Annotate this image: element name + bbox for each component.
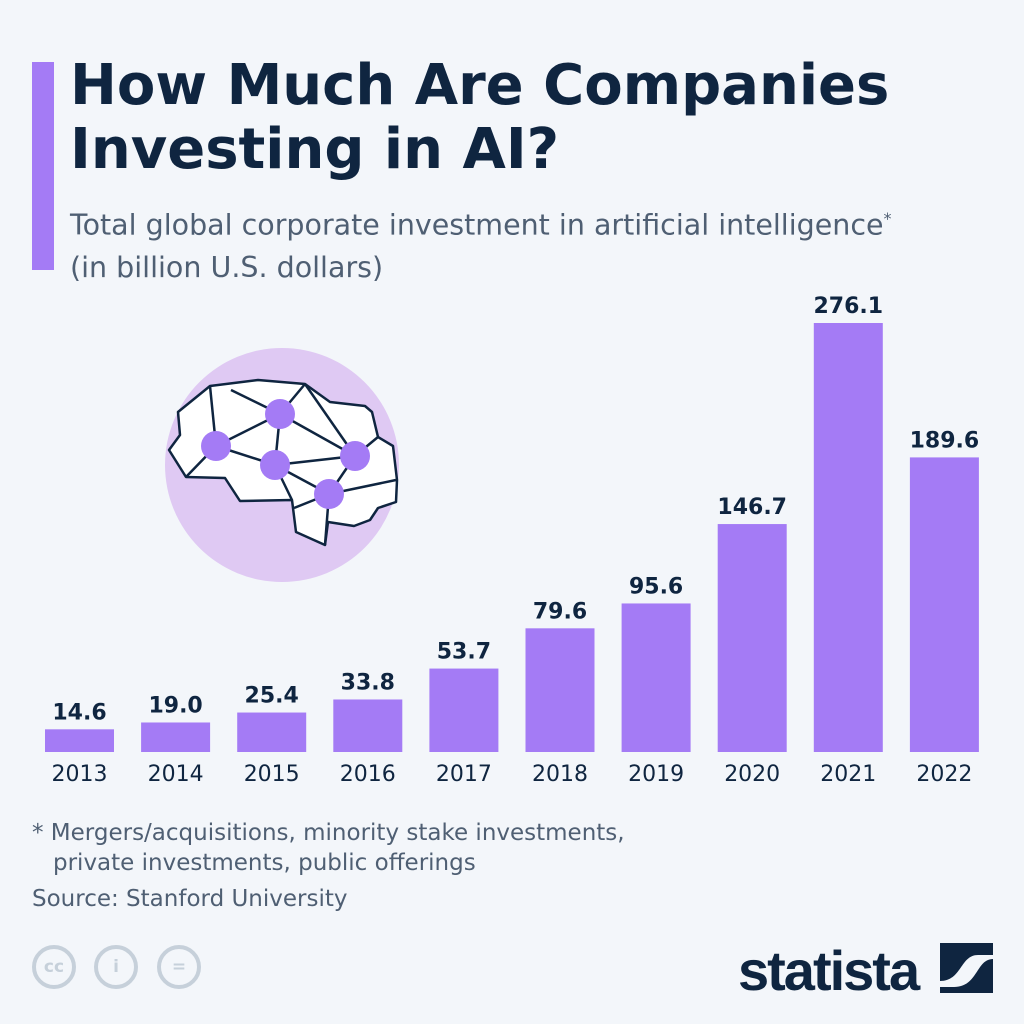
subtitle-footnote-mark: * xyxy=(883,209,892,228)
value-label-2014: 19.0 xyxy=(148,693,202,718)
value-label-2021: 276.1 xyxy=(814,294,884,319)
value-label-2015: 25.4 xyxy=(245,684,299,709)
statista-logo-icon xyxy=(940,943,993,993)
source-text: Source: Stanford University xyxy=(32,886,348,912)
bar-2018 xyxy=(525,628,595,752)
x-tick-label-2019: 2019 xyxy=(628,762,684,787)
x-tick-label-2017: 2017 xyxy=(436,762,492,787)
attribution-label: i xyxy=(113,957,119,977)
value-label-2013: 14.6 xyxy=(52,700,106,725)
x-tick-label-2022: 2022 xyxy=(916,762,972,787)
x-tick-label-2021: 2021 xyxy=(820,762,876,787)
creative-commons-icon[interactable]: cc xyxy=(32,945,76,989)
value-label-2016: 33.8 xyxy=(341,670,395,695)
page-title: How Much Are Companies Investing in AI? xyxy=(70,53,890,182)
bar-2015 xyxy=(237,712,307,752)
attribution-icon[interactable]: i xyxy=(94,945,138,989)
subtitle-units: (in billion U.S. dollars) xyxy=(70,250,384,284)
bar-2016 xyxy=(333,699,403,752)
value-label-2020: 146.7 xyxy=(717,495,787,520)
value-label-2017: 53.7 xyxy=(437,640,491,665)
statista-logo[interactable]: statista xyxy=(738,939,920,1002)
bar-2022 xyxy=(909,457,979,752)
x-tick-label-2015: 2015 xyxy=(244,762,300,787)
bar-2019 xyxy=(621,603,691,752)
value-label-2022: 189.6 xyxy=(910,428,980,453)
footnote: * Mergers/acquisitions, minority stake i… xyxy=(32,820,625,846)
no-derivatives-icon[interactable]: = xyxy=(157,945,201,989)
brain-illustration-icon xyxy=(165,348,399,582)
no-derivatives-label: = xyxy=(171,957,187,977)
x-tick-label-2018: 2018 xyxy=(532,762,588,787)
x-tick-label-2013: 2013 xyxy=(52,762,108,787)
title-accent-bar xyxy=(32,62,54,270)
subtitle-text: Total global corporate investment in art… xyxy=(70,208,884,242)
value-label-2019: 95.6 xyxy=(629,574,683,599)
x-tick-label-2020: 2020 xyxy=(724,762,780,787)
bar-2013 xyxy=(45,729,114,752)
bar-2017 xyxy=(429,668,499,752)
cc-label: cc xyxy=(43,957,65,977)
value-label-2018: 79.6 xyxy=(533,599,587,624)
bar-2020 xyxy=(717,524,787,752)
footnote-continued: private investments, public offerings xyxy=(53,850,476,876)
x-tick-label-2014: 2014 xyxy=(148,762,204,787)
bar-2014 xyxy=(141,722,211,752)
subtitle: Total global corporate investment in art… xyxy=(70,198,1020,289)
bar-2021 xyxy=(813,323,883,752)
x-tick-label-2016: 2016 xyxy=(340,762,396,787)
